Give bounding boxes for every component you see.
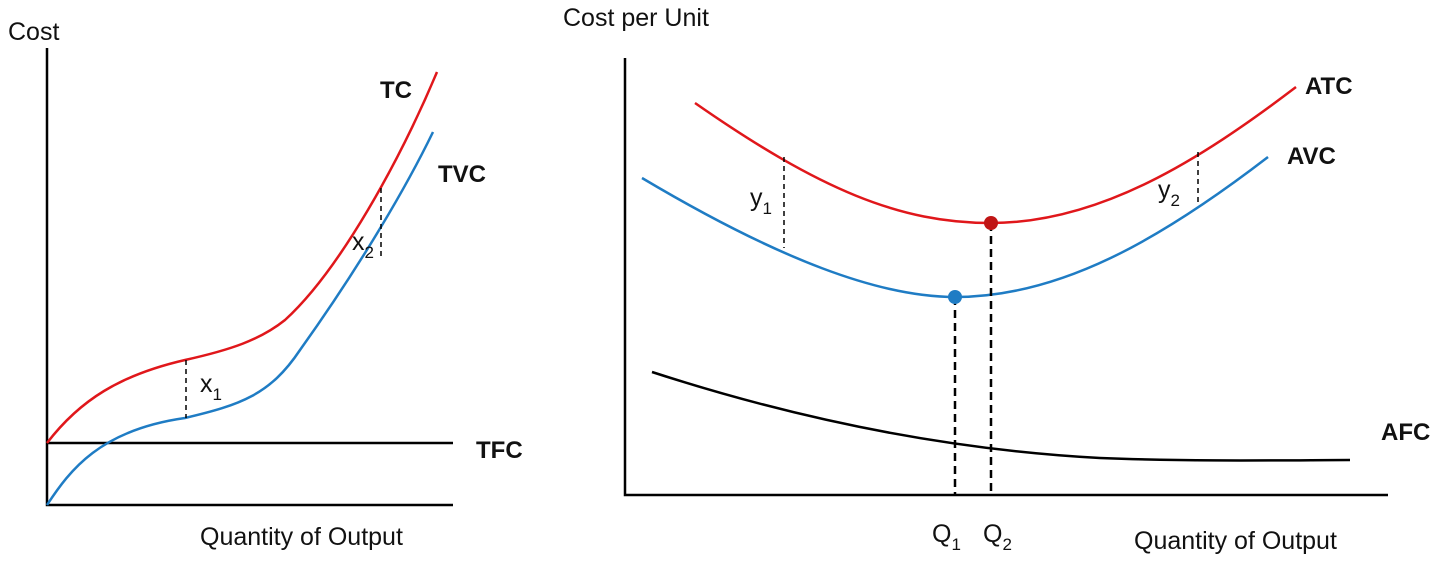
q-label-base: Q — [932, 520, 951, 548]
q-label-sub: 2 — [1002, 535, 1011, 554]
gap-label-base: x — [200, 370, 213, 398]
y-axis-label: Cost per Unit — [563, 4, 709, 32]
axes — [623, 58, 1388, 497]
curve-label: ATC — [1305, 73, 1353, 100]
q-label-sub: 1 — [951, 535, 960, 554]
tc-curve — [46, 71, 439, 444]
gap-label: y2 — [1158, 176, 1180, 210]
afc-curve — [651, 370, 1351, 462]
gap-label: x1 — [200, 370, 222, 404]
gap-label-sub: 2 — [365, 243, 374, 262]
x-axis-label: Quantity of Output — [200, 523, 403, 551]
atc-min-point — [984, 216, 998, 230]
x-axis-label: Quantity of Output — [1134, 527, 1337, 555]
axes — [45, 48, 453, 507]
tvc-curve — [45, 131, 435, 506]
avc-min-point — [948, 290, 962, 304]
y-axis-label: Cost — [8, 18, 59, 46]
curve-label: TFC — [476, 437, 523, 464]
gap-label-sub: 2 — [1171, 191, 1180, 210]
gap-label-base: x — [352, 228, 365, 256]
avc-curve — [641, 156, 1269, 299]
gap-label-base: y — [750, 184, 763, 212]
gap-label-base: y — [1158, 176, 1171, 204]
curve-label: TC — [380, 77, 412, 104]
curve-label: AVC — [1287, 143, 1336, 170]
q-label: Q2 — [983, 520, 1012, 554]
curve-label: TVC — [438, 161, 486, 188]
gap-label: y1 — [750, 184, 772, 218]
curve-label: AFC — [1381, 419, 1430, 446]
q-label-base: Q — [983, 520, 1002, 548]
gap-label-sub: 1 — [213, 385, 222, 404]
gap-label-sub: 1 — [763, 199, 772, 218]
q-label: Q1 — [932, 520, 961, 554]
gap-label: x2 — [352, 228, 374, 262]
